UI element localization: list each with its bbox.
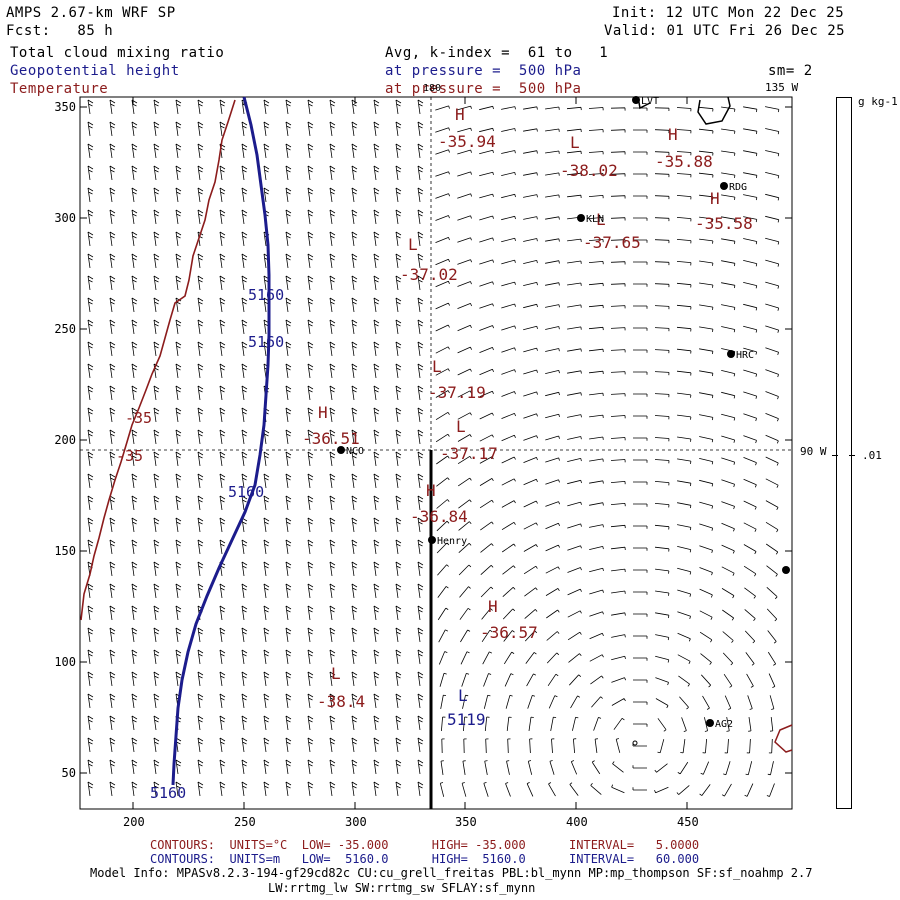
x-tick-label: 350 xyxy=(455,815,477,829)
colorbar xyxy=(836,97,852,809)
meridian-180-label: 180 xyxy=(423,83,441,94)
height-low-marker: L xyxy=(458,686,468,705)
station-label: Henry xyxy=(437,536,467,547)
axes: 200 250 300 350 400 450 350 300 250 200 150 100 50 xyxy=(54,97,792,829)
temperature-extremum-marker: L xyxy=(596,210,606,229)
station-label: HRC xyxy=(736,350,754,361)
height-contour-label: 5160 xyxy=(248,286,284,304)
field-temperature: Temperature xyxy=(10,81,109,97)
y-tick-label: 100 xyxy=(54,655,76,669)
x-tick-label: 200 xyxy=(123,815,145,829)
field-cloud-mixing: Total cloud mixing ratio xyxy=(10,45,225,61)
temperature-extremum-marker: L xyxy=(331,664,341,683)
colorbar-unit: g kg-1 xyxy=(858,95,898,108)
temperature-extremum-marker: L xyxy=(570,133,580,152)
height-contour-info: CONTOURS: UNITS=m LOW= 5160.0 HIGH= 5160… xyxy=(150,852,700,866)
colorbar-tick-mark xyxy=(832,455,838,456)
station-marker xyxy=(428,536,436,544)
station-marker xyxy=(706,719,714,727)
x-tick-label: 250 xyxy=(234,815,256,829)
temperature-contour-label: -35 xyxy=(125,409,152,427)
y-tick-label: 350 xyxy=(54,100,76,114)
station-marker xyxy=(337,446,345,454)
temperature-extremum-value: -37.02 xyxy=(400,265,458,284)
station-label: LVT xyxy=(641,96,659,107)
y-tick-label: 50 xyxy=(62,766,76,780)
temperature-extremum-marker: H xyxy=(455,105,465,124)
colorbar-tick-mark xyxy=(849,455,855,456)
temperature-contour xyxy=(774,724,793,753)
temperature-extremum-marker: L xyxy=(432,357,442,376)
model-title: AMPS 2.67-km WRF SP xyxy=(6,5,176,21)
wind-barbs xyxy=(87,99,780,797)
temperature-contour-label: -35 xyxy=(116,447,143,465)
height-contour-5160 xyxy=(171,96,271,786)
model-info: Model Info: MPASv8.2.3-194-gf29cd82c CU:… xyxy=(90,866,813,880)
station-marker xyxy=(720,182,728,190)
temperature-extremum-marker: H xyxy=(426,481,436,500)
map-frame xyxy=(79,96,793,810)
temperature-extremum-marker: H xyxy=(710,189,720,208)
valid-time: Valid: 01 UTC Fri 26 Dec 25 xyxy=(604,23,846,39)
temperature-extremum-marker: L xyxy=(408,235,418,254)
x-tick-label: 450 xyxy=(677,815,699,829)
temperature-extremum-marker: H xyxy=(488,597,498,616)
height-contour-label: 5160 xyxy=(150,784,186,802)
station-label: AG2 xyxy=(715,719,733,730)
temperature-contour-minus35 xyxy=(80,99,236,621)
station-marker xyxy=(782,566,790,574)
x-tick-label: 300 xyxy=(345,815,367,829)
temperature-extremum-value: -36.84 xyxy=(410,507,468,526)
height-contour-label: 5160 xyxy=(228,483,264,501)
temperature-extremum-value: -36.51 xyxy=(302,429,360,448)
station-label: KLN xyxy=(586,214,604,225)
temperature-extremum-value: -37.65 xyxy=(583,233,641,252)
temperature-extremum-value: -35.94 xyxy=(438,132,496,151)
temperature-extremum-value: -35.88 xyxy=(655,152,713,171)
height-low-value: 5119 xyxy=(447,710,486,729)
temperature-extremum-value: -37.19 xyxy=(428,383,486,402)
y-tick-label: 250 xyxy=(54,322,76,336)
temperature-extremum-marker: H xyxy=(668,125,678,144)
y-tick-label: 150 xyxy=(54,544,76,558)
temperature-extremum-marker: L xyxy=(456,417,466,436)
temperature-extremum-value: -38.4 xyxy=(317,692,365,711)
station-marker xyxy=(727,350,735,358)
temperature-extremum-value: -37.17 xyxy=(440,444,498,463)
wind-barb xyxy=(87,99,780,797)
y-tick-label: 300 xyxy=(54,211,76,225)
temperature-extremum-value: -38.02 xyxy=(560,161,618,180)
station-marker xyxy=(577,214,585,222)
station-label: NCO xyxy=(346,446,364,457)
colorbar-tick-label: .01 xyxy=(862,449,882,462)
meridian-135w-label: 135 W xyxy=(765,81,798,94)
avg-k-index: Avg, k-index = 61 to 1 xyxy=(385,45,609,61)
height-contour-label: 5160 xyxy=(248,333,284,351)
station-marker xyxy=(632,96,640,104)
field-geopotential: Geopotential height xyxy=(10,63,180,79)
y-tick-label: 200 xyxy=(54,433,76,447)
temperature-extremum-value: -35.58 xyxy=(695,214,753,233)
temp-contour-info: CONTOURS: UNITS=°C LOW= -35.000 HIGH= -3… xyxy=(150,838,700,852)
pressure-temp: at pressure = 500 hPa xyxy=(385,81,582,97)
forecast-hour: Fcst: 85 h xyxy=(6,23,114,39)
temperature-extremum-value: -36.57 xyxy=(480,623,538,642)
x-tick-label: 400 xyxy=(566,815,588,829)
temperature-extremum-marker: H xyxy=(318,403,328,422)
wind-calm-marker xyxy=(632,740,638,746)
init-time: Init: 12 UTC Mon 22 Dec 25 xyxy=(612,5,845,21)
station-label: RDG xyxy=(729,182,747,193)
meridian-90w-label: 90 W xyxy=(800,445,827,458)
pressure-height: at pressure = 500 hPa xyxy=(385,63,582,79)
model-info-physics: LW:rrtmg_lw SW:rrtmg_sw SFLAY:sf_mynn xyxy=(268,881,536,895)
coastline xyxy=(697,96,731,125)
smoothing: sm= 2 xyxy=(768,63,813,79)
